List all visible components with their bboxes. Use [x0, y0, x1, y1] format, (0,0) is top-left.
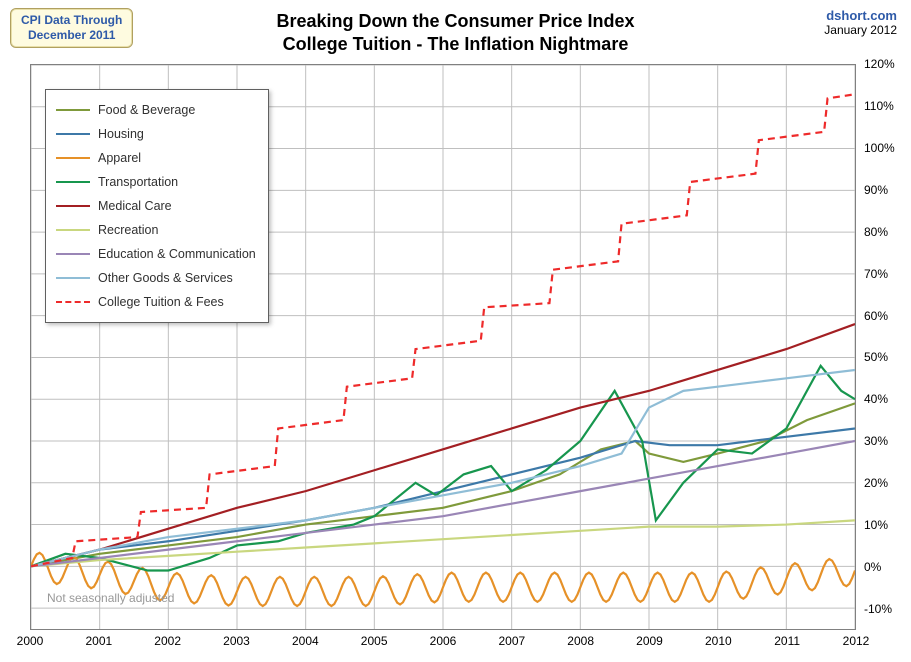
legend-swatch: [56, 181, 90, 183]
legend-item: Education & Communication: [56, 242, 256, 266]
legend-item: Housing: [56, 122, 256, 146]
y-tick-label: 0%: [864, 560, 881, 574]
legend-swatch: [56, 277, 90, 279]
legend-label: Housing: [98, 127, 144, 141]
legend-label: Medical Care: [98, 199, 172, 213]
chart-root: CPI Data Through December 2011 Breaking …: [0, 0, 911, 662]
plot-area: Food & Beverage Housing Apparel Transportat…: [30, 64, 856, 630]
source-credit: dshort.com January 2012: [824, 8, 897, 37]
seasonal-note: Not seasonally adjusted: [47, 591, 174, 605]
source-name: dshort.com: [824, 8, 897, 23]
legend-swatch: [56, 205, 90, 207]
y-tick-label: 80%: [864, 225, 888, 239]
y-tick-label: 90%: [864, 183, 888, 197]
legend-swatch: [56, 109, 90, 111]
y-tick-label: -10%: [864, 602, 892, 616]
legend-label: Other Goods & Services: [98, 271, 233, 285]
x-tick-label: 2004: [292, 634, 319, 648]
y-tick-label: 50%: [864, 350, 888, 364]
y-tick-label: 110%: [864, 99, 894, 113]
chart-title: Breaking Down the Consumer Price Index C…: [0, 10, 911, 57]
legend-item: College Tuition & Fees: [56, 290, 256, 314]
legend-swatch: [56, 229, 90, 231]
x-tick-label: 2005: [361, 634, 388, 648]
legend-swatch: [56, 253, 90, 255]
y-tick-label: 20%: [864, 476, 888, 490]
x-tick-label: 2007: [498, 634, 525, 648]
y-tick-label: 120%: [864, 57, 895, 71]
legend-item: Medical Care: [56, 194, 256, 218]
y-tick-label: 10%: [864, 518, 888, 532]
y-tick-label: 60%: [864, 309, 888, 323]
legend: Food & Beverage Housing Apparel Transportat…: [45, 89, 269, 323]
title-line2: College Tuition - The Inflation Nightmar…: [0, 33, 911, 56]
legend-item: Apparel: [56, 146, 256, 170]
legend-label: Education & Communication: [98, 247, 256, 261]
legend-item: Recreation: [56, 218, 256, 242]
legend-label: Transportation: [98, 175, 178, 189]
y-tick-label: 70%: [864, 267, 888, 281]
y-tick-label: 30%: [864, 434, 888, 448]
legend-swatch: [56, 133, 90, 135]
legend-item: Transportation: [56, 170, 256, 194]
legend-swatch: [56, 157, 90, 159]
x-tick-label: 2003: [223, 634, 250, 648]
legend-item: Food & Beverage: [56, 98, 256, 122]
legend-label: Recreation: [98, 223, 158, 237]
y-tick-label: 100%: [864, 141, 895, 155]
x-tick-label: 2011: [774, 634, 800, 648]
source-date: January 2012: [824, 23, 897, 37]
legend-label: Food & Beverage: [98, 103, 195, 117]
x-tick-label: 2009: [636, 634, 663, 648]
legend-label: College Tuition & Fees: [98, 295, 224, 309]
x-tick-label: 2006: [430, 634, 457, 648]
legend-swatch: [56, 301, 90, 303]
x-tick-label: 2012: [843, 634, 870, 648]
x-tick-label: 2008: [567, 634, 594, 648]
y-tick-label: 40%: [864, 392, 888, 406]
x-tick-label: 2002: [154, 634, 181, 648]
legend-item: Other Goods & Services: [56, 266, 256, 290]
x-tick-label: 2010: [705, 634, 732, 648]
x-tick-label: 2000: [17, 634, 44, 648]
x-tick-label: 2001: [85, 634, 112, 648]
title-line1: Breaking Down the Consumer Price Index: [0, 10, 911, 33]
legend-label: Apparel: [98, 151, 141, 165]
